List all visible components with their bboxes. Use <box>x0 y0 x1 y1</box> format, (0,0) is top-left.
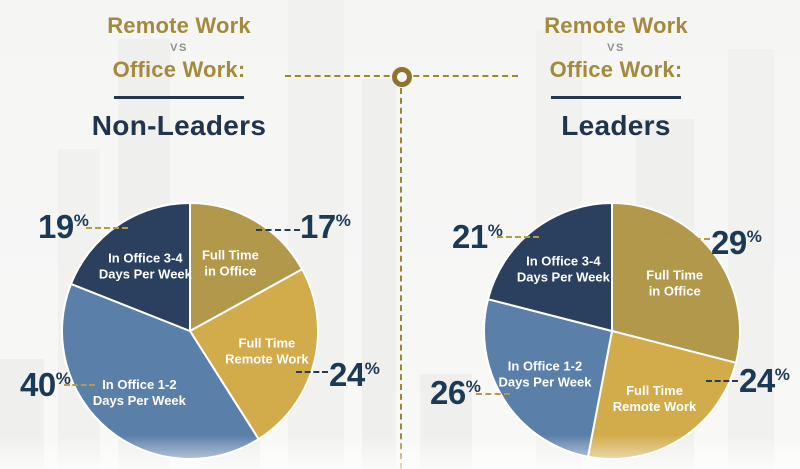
header-non-leaders: Remote Work VS Office Work: Non-Leaders <box>49 13 309 142</box>
percent-label: 17% <box>300 208 351 245</box>
pie-slice <box>189 268 320 441</box>
title-vs: VS <box>607 42 625 55</box>
bottom-haze <box>0 435 800 469</box>
skyline-building <box>362 79 396 469</box>
leader-line <box>64 384 95 386</box>
pie-slice <box>70 202 191 332</box>
connector-ring-icon <box>392 67 412 87</box>
leader-line <box>706 380 738 382</box>
percent-label: 19% <box>38 208 89 245</box>
leader-line <box>667 238 710 240</box>
pie-slice-label: In Office 3-4 Days Per Week <box>99 250 193 281</box>
pie-slice-label: In Office 1-2 Days Per Week <box>93 377 187 408</box>
leader-line <box>476 393 510 395</box>
percent-label: 26% <box>430 374 481 411</box>
pie-slice <box>189 202 304 332</box>
subtitle-leaders: Leaders <box>561 109 671 141</box>
title-underline <box>551 95 681 99</box>
pie-slice-label: In Office 1-2 Days Per Week <box>498 359 592 390</box>
title-line1: Remote Work <box>107 13 251 38</box>
pie-chart-leaders: Full Time in Office Full Time Remote Work In… <box>483 202 741 460</box>
pie-slice-label: Full Time in Office <box>202 248 259 279</box>
pie-slice-label: Full Time in Office <box>646 267 703 298</box>
percent-label: 40% <box>20 366 71 403</box>
connector-vertical-line <box>400 88 402 469</box>
pie-slice-label: Full Time Remote Work <box>225 336 309 367</box>
percent-label: 24% <box>739 362 790 399</box>
percent-label: 29% <box>711 224 762 261</box>
title-underline <box>114 95 244 99</box>
title-line2: Office Work: <box>112 57 246 83</box>
pie-slice-label: Full Time Remote Work <box>613 383 697 414</box>
percent-label: 21% <box>452 218 503 255</box>
leader-line <box>86 227 128 229</box>
pie-slice <box>611 202 741 364</box>
leader-line <box>296 371 328 373</box>
subtitle-non-leaders: Non-Leaders <box>91 109 267 141</box>
title-vs: VS <box>170 42 188 55</box>
leader-line <box>256 229 300 231</box>
pie-slice <box>487 202 613 332</box>
skyline-building <box>728 49 774 469</box>
header-leaders: Remote Work VS Office Work: Leaders <box>486 13 746 142</box>
title-line1: Remote Work <box>544 13 688 38</box>
pie-chart-non-leaders: Full Time in Office Full Time Remote Work In… <box>61 202 320 461</box>
title-line2: Office Work: <box>549 57 683 83</box>
leader-line <box>497 236 539 238</box>
pie-slice-label: In Office 3-4 Days Per Week <box>517 253 611 284</box>
percent-label: 24% <box>329 356 380 393</box>
